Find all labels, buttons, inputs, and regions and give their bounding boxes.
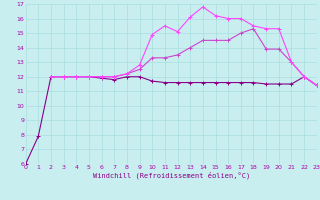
X-axis label: Windchill (Refroidissement éolien,°C): Windchill (Refroidissement éolien,°C) [92,172,250,179]
